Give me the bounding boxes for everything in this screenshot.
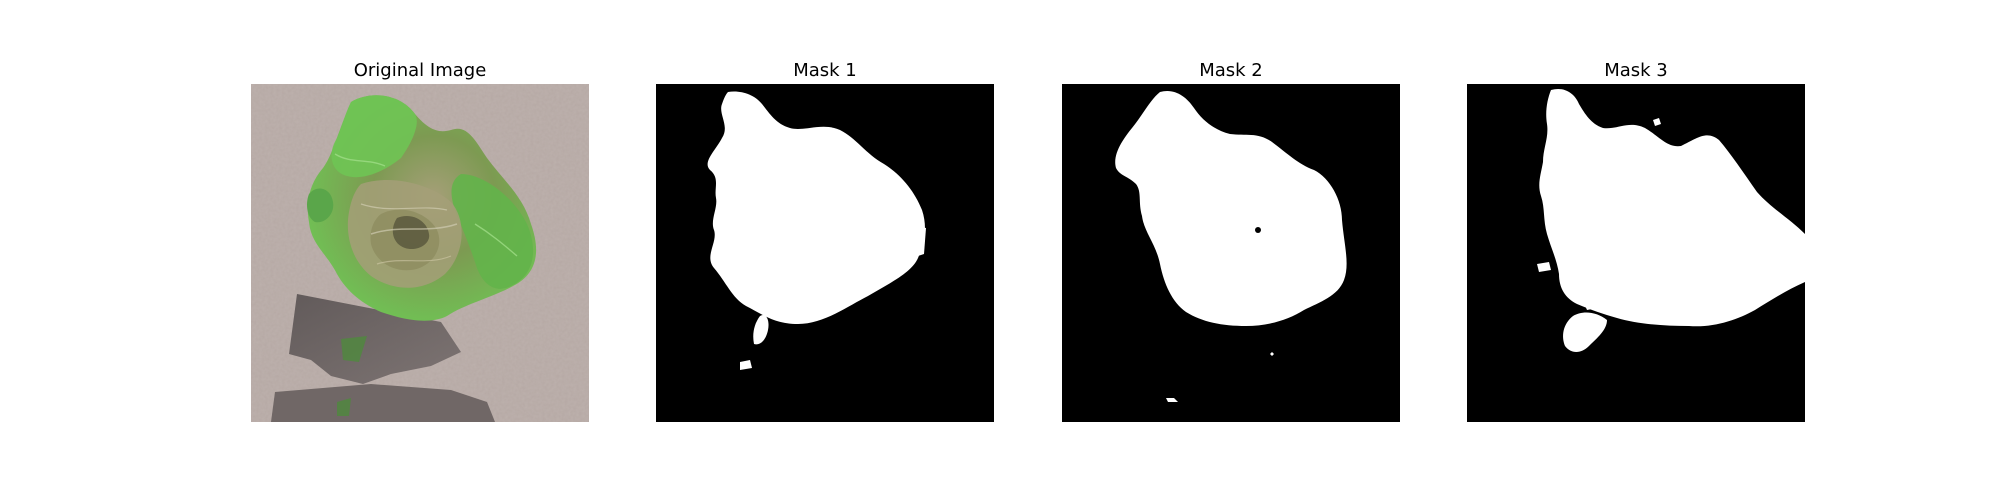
mask-2-image	[1062, 84, 1400, 422]
original-image-panel: Original Image	[251, 58, 589, 422]
mask-3-panel: Mask 3	[1467, 58, 1805, 422]
panel-title: Mask 3	[1604, 60, 1668, 81]
panel-title: Mask 2	[1199, 60, 1263, 81]
mask-1-image	[656, 84, 994, 422]
mask-1-panel: Mask 1	[656, 58, 994, 422]
mask-2-panel: Mask 2	[1062, 58, 1400, 422]
panel-title: Mask 1	[793, 60, 857, 81]
original-image	[251, 84, 589, 422]
panel-title: Original Image	[353, 60, 487, 81]
mask-3-image	[1467, 84, 1805, 422]
